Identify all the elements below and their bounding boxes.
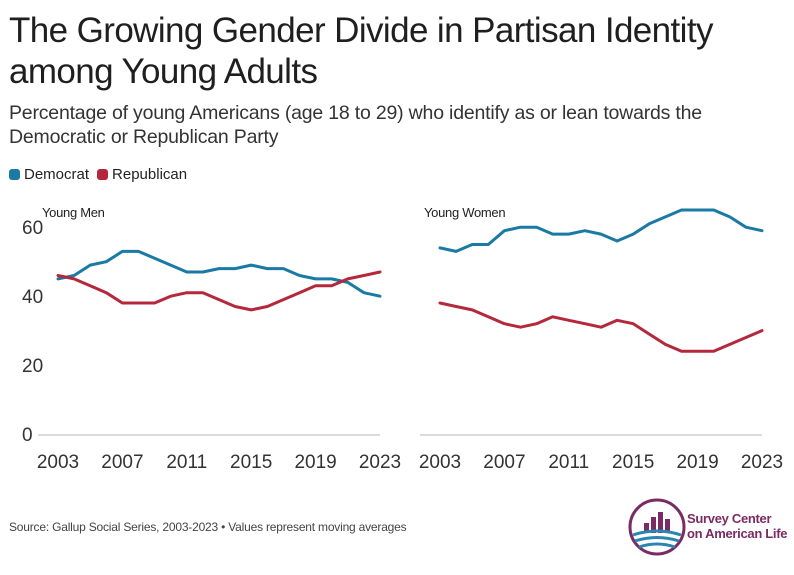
x-tick-label: 2019 [676,452,718,473]
legend: Democrat Republican [9,166,195,183]
x-tick-label: 2019 [294,452,336,473]
y-tick-label: 0 [22,425,33,446]
x-tick-label: 2011 [166,452,207,473]
source-note: Source: Gallup Social Series, 2003-2023 … [9,520,407,534]
legend-label-republican: Republican [112,166,188,183]
y-tick-label: 60 [22,218,43,239]
legend-label-democrat: Democrat [24,166,90,183]
panel-title-1: Young Women [424,205,505,220]
line-charts: Young Men 0 20 40 60 2003 2007 2011 2015 2019 2023… [22,205,783,473]
logo-icon [628,498,686,556]
legend-swatch-democrat [9,169,20,180]
x-tick-label: 2007 [101,452,143,473]
x-tick-label: 2003 [37,452,79,473]
x-tick-label: 2015 [612,452,654,473]
x-tick-label: 2023 [741,452,783,473]
x-tick-label: 2023 [359,452,401,473]
y-tick-label: 20 [22,356,43,377]
legend-item-democrat: Democrat [9,166,89,183]
x-tick-label: 2007 [483,452,525,473]
chart-title: The Growing Gender Divide in Partisan Id… [9,11,713,91]
series-line-democrat-0 [56,249,382,298]
logo-line-1: Survey Center [687,511,772,526]
survey-center-logo: Survey Center on American Life [627,497,792,557]
series-line-republican-1 [438,301,764,353]
legend-item-republican: Republican [97,166,187,183]
series-line-democrat-1 [438,208,764,253]
panel-title-0: Young Men [42,205,105,220]
x-tick-label: 2003 [419,452,461,473]
legend-swatch-republican [97,169,109,180]
x-tick-label: 2011 [548,452,589,473]
y-tick-label: 40 [22,287,43,308]
x-tick-label: 2015 [230,452,272,473]
logo-line-2: on American Life [687,526,788,541]
chart-subtitle: Percentage of young Americans (age 18 to… [9,102,702,148]
logo-text: Survey Center on American Life [687,511,787,541]
series-line-republican-0 [56,270,382,312]
